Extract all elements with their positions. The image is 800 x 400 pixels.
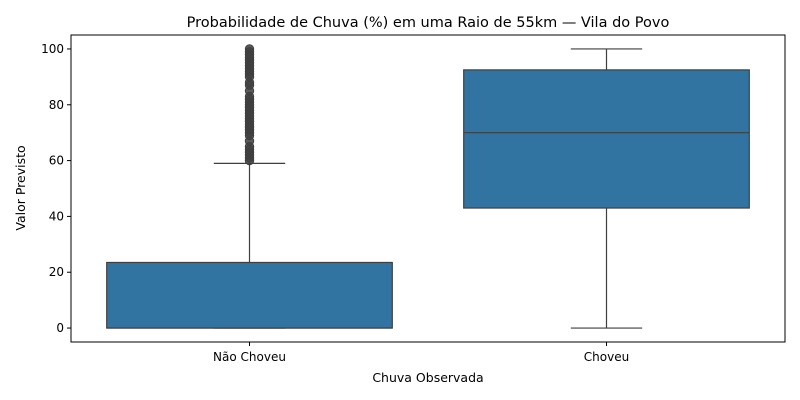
box-iqr bbox=[463, 69, 750, 209]
y-tick-label: 100 bbox=[41, 42, 64, 56]
y-tick-label: 60 bbox=[49, 154, 64, 168]
x-tick-label: Choveu bbox=[584, 350, 629, 364]
y-tick-label: 0 bbox=[56, 321, 64, 335]
y-tick-label: 40 bbox=[49, 209, 64, 223]
box-iqr bbox=[106, 261, 393, 329]
plot-frame bbox=[70, 34, 786, 343]
x-axis-label: Chuva Observada bbox=[372, 370, 483, 385]
box-group-1 bbox=[463, 48, 750, 329]
outlier-point bbox=[244, 44, 255, 54]
x-tick-label: Não Choveu bbox=[213, 350, 286, 364]
y-tick-label: 80 bbox=[49, 98, 64, 112]
box-group-0 bbox=[106, 44, 393, 329]
y-axis-label: Valor Previsto bbox=[13, 145, 28, 230]
x-axis: Não Choveu Choveu bbox=[213, 342, 629, 364]
chart-title: Probabilidade de Chuva (%) em uma Raio d… bbox=[187, 15, 670, 31]
y-axis: 0 20 40 60 80 100 bbox=[41, 42, 71, 335]
y-tick-label: 20 bbox=[49, 265, 64, 279]
plot-area bbox=[106, 44, 750, 329]
